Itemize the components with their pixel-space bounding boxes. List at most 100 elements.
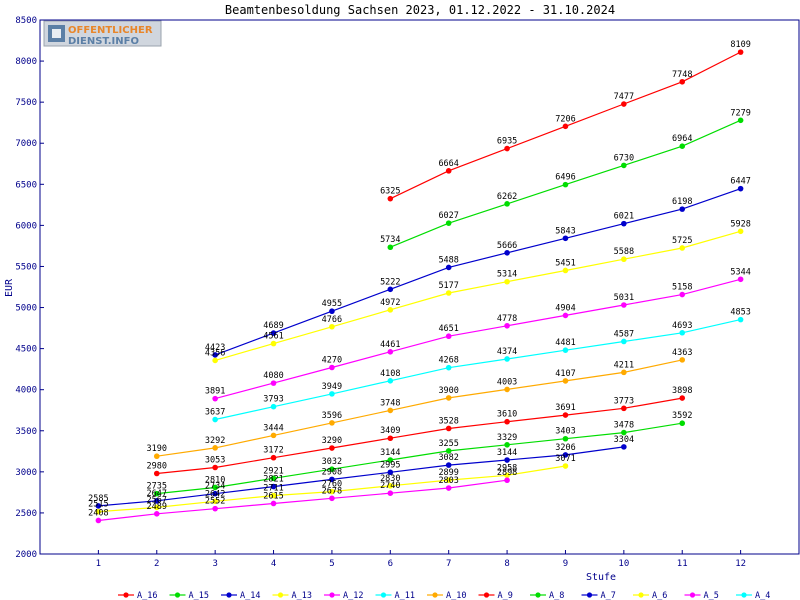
data-label: 2642 [205, 489, 225, 499]
x-tick-label: 1 [96, 559, 101, 569]
y-tick-label: 8500 [15, 16, 37, 26]
data-point [329, 495, 335, 502]
series-A_5: 2408 2489 2552 2615 2678 2740 2803 2898 [88, 468, 517, 524]
data-point [212, 484, 218, 491]
data-label: 6325 [380, 187, 400, 197]
data-point [270, 330, 277, 336]
data-point [270, 475, 277, 482]
data-label: 5666 [497, 241, 517, 251]
x-tick-label: 7 [446, 559, 451, 569]
data-label: 2734 [205, 482, 225, 492]
legend-swatch-point [123, 592, 129, 598]
data-label: 2552 [205, 497, 225, 507]
logo-emblem-inner [52, 29, 61, 38]
legend-label: A_16 [137, 591, 157, 600]
data-point [95, 503, 102, 509]
data-label: 5451 [555, 258, 575, 268]
data-label: 6935 [497, 137, 517, 147]
data-point [445, 220, 452, 226]
series-A_6: 2515 2567 2642 2711 2760 2830 2899 2958 3071 [88, 454, 576, 515]
legend-swatch-point [380, 592, 387, 598]
legend-label: A_12 [343, 591, 363, 600]
data-label: 4270 [322, 356, 342, 366]
legend-swatch-point [226, 592, 232, 598]
data-point [445, 364, 452, 371]
x-tick-label: 8 [504, 559, 509, 569]
x-tick-label: 2 [154, 559, 159, 569]
data-point [737, 276, 744, 283]
y-tick-label: 7000 [15, 139, 37, 149]
series-A_9: 2980 3053 3172 3290 3409 3528 3610 3691 3773 3898 [147, 386, 692, 477]
data-point [445, 485, 452, 491]
data-point [621, 101, 627, 107]
data-label: 2585 [88, 494, 108, 504]
y-tick-label: 2000 [15, 550, 37, 560]
data-label: 2760 [322, 480, 342, 490]
legend-item: A_8 [530, 591, 564, 600]
legend-swatch-point [586, 592, 593, 598]
series-line [98, 479, 508, 522]
data-point [621, 302, 627, 308]
data-label: 5725 [672, 236, 692, 246]
data-point [212, 352, 218, 358]
data-label: 3444 [263, 423, 283, 433]
data-label: 4268 [438, 356, 458, 366]
data-point [445, 168, 452, 174]
data-point [387, 349, 394, 355]
data-label: 4689 [263, 321, 283, 331]
data-label: 6027 [438, 211, 458, 221]
data-point [504, 145, 510, 152]
legend-swatch-point [741, 592, 747, 598]
data-point [621, 444, 627, 450]
data-point [95, 517, 102, 524]
data-point [504, 322, 510, 329]
data-point [679, 291, 686, 298]
data-label: 2898 [497, 468, 517, 478]
data-point [329, 488, 335, 495]
data-point [153, 498, 160, 504]
y-axis-ticks: 2000 2500 3000 3500 4000 4500 5000 5500 6000 6500… [15, 16, 44, 560]
data-label: 7748 [672, 70, 692, 80]
data-point [212, 498, 218, 505]
x-tick-label: 6 [388, 559, 393, 569]
data-label: 3255 [438, 439, 458, 449]
data-point [153, 470, 160, 477]
y-tick-label: 3500 [15, 427, 37, 437]
x-tick-label: 10 [618, 559, 629, 569]
data-point [270, 492, 277, 499]
data-point [504, 442, 510, 448]
data-point [562, 378, 569, 384]
data-point [270, 500, 277, 507]
data-point [621, 429, 627, 436]
data-label: 7279 [730, 108, 750, 118]
data-label: 2678 [322, 486, 342, 496]
data-point [621, 162, 627, 169]
series-layer: 6325 6664 6935 7206 7477 7748 8109 5734 6027 6262… [88, 40, 751, 524]
x-tick-label: 5 [329, 559, 334, 569]
data-point [153, 511, 160, 517]
legend-item: A_6 [633, 591, 667, 600]
data-point [621, 256, 627, 263]
legend-item: A_14 [221, 591, 260, 600]
data-label: 4363 [672, 348, 692, 358]
data-label: 8109 [730, 40, 750, 50]
data-label: 2830 [380, 474, 400, 484]
data-label: 2647 [147, 489, 167, 499]
data-point [445, 462, 452, 468]
data-label: 3949 [322, 382, 342, 392]
x-axis-label: Stufe [586, 572, 616, 583]
data-label: 3329 [497, 433, 517, 443]
series-line [98, 446, 624, 507]
data-label: 3900 [438, 386, 458, 396]
series-A_10: 3190 3292 3444 3596 3748 3900 4003 4107 4211 4363 [147, 348, 692, 460]
data-label: 2567 [147, 495, 167, 505]
data-label: 4972 [380, 298, 400, 308]
data-label: 3891 [205, 387, 225, 397]
data-point [562, 235, 569, 242]
data-point [270, 454, 277, 461]
data-label: 3071 [555, 454, 575, 464]
legend-item: A_10 [427, 591, 466, 600]
data-label: 3773 [614, 396, 634, 406]
legend-label: A_8 [549, 591, 564, 600]
